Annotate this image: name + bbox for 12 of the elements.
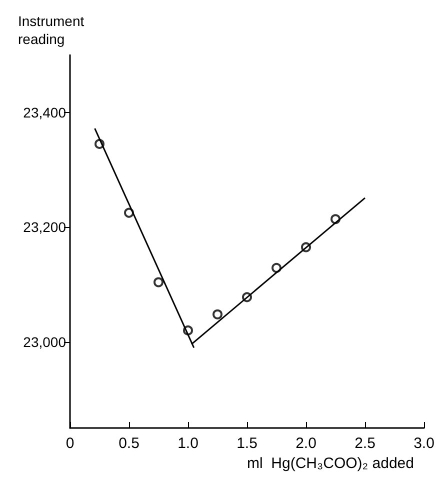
x-tick-label: 1.0 xyxy=(178,435,198,452)
y-axis-title: Instrument reading xyxy=(18,13,88,47)
x-tick-label: 2.0 xyxy=(296,435,316,452)
x-axis-title: ml Hg(CH₃COO)₂ added xyxy=(247,455,414,472)
y-tick-label: 23,400 xyxy=(23,104,66,120)
x-tick-label: 2.5 xyxy=(354,435,376,452)
y-tick-label: 23,200 xyxy=(23,219,66,236)
y-tick-label: 23,000 xyxy=(23,334,66,350)
x-tick-label: 1.5 xyxy=(236,435,258,452)
x-tick-label: 3.0 xyxy=(414,435,434,452)
x-tick-label: 0.5 xyxy=(118,435,140,452)
x-tick-label: 0 xyxy=(66,435,74,452)
